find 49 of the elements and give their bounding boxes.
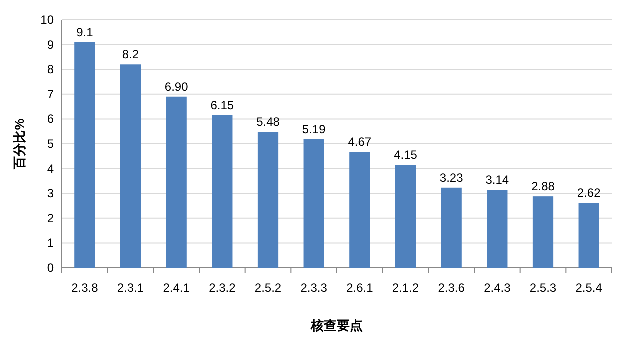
bar xyxy=(212,115,233,268)
y-tick-label: 5 xyxy=(47,137,54,151)
bar xyxy=(532,196,554,268)
bar xyxy=(74,42,96,268)
y-tick-label: 0 xyxy=(47,261,54,275)
data-label: 3.23 xyxy=(440,170,464,185)
x-tick-label: 2.4.1 xyxy=(163,281,190,295)
bar xyxy=(395,165,416,268)
y-tick-label: 1 xyxy=(47,236,54,250)
bar xyxy=(350,152,370,268)
data-label: 5.19 xyxy=(302,122,326,136)
y-tick-label: 2 xyxy=(47,211,54,226)
bar xyxy=(166,96,187,268)
x-tick-label: 2.5.4 xyxy=(576,281,603,295)
x-tick-label: 2.5.3 xyxy=(530,281,557,295)
data-label: 4.15 xyxy=(394,148,418,162)
data-label: 4.67 xyxy=(348,135,372,150)
x-tick-label: 2.3.8 xyxy=(72,281,99,295)
y-tick-label: 9 xyxy=(47,38,54,52)
data-label: 3.14 xyxy=(486,173,510,188)
data-label: 2.62 xyxy=(577,186,602,200)
x-tick-label: 2.3.2 xyxy=(209,281,236,295)
x-axis-title: 核查要点 xyxy=(310,318,363,333)
x-tick-label: 2.6.1 xyxy=(346,281,374,295)
data-label: 8.2 xyxy=(122,48,140,62)
y-tick-label: 8 xyxy=(47,62,54,77)
data-label: 9.1 xyxy=(76,25,94,40)
x-tick-label: 2.4.3 xyxy=(484,281,512,295)
x-tick-label: 2.1.2 xyxy=(392,281,420,295)
bar xyxy=(441,188,462,268)
y-axis-title: 百分比% xyxy=(12,118,27,170)
data-label: 2.88 xyxy=(532,180,556,194)
bar xyxy=(487,190,508,268)
x-tick-label: 2.5.2 xyxy=(254,281,282,295)
y-tick-label: 4 xyxy=(47,162,54,176)
y-tick-label: 7 xyxy=(47,87,54,102)
y-tick-label: 6 xyxy=(47,112,54,126)
data-label: 6.15 xyxy=(210,98,234,112)
x-tick-label: 2.3.1 xyxy=(117,281,144,295)
data-label: 5.48 xyxy=(256,115,280,130)
bar xyxy=(120,64,142,268)
x-tick-label: 2.3.3 xyxy=(300,281,328,295)
data-label: 6.90 xyxy=(164,80,189,94)
y-tick-label: 3 xyxy=(47,186,54,201)
x-tick-label: 2.3.6 xyxy=(438,281,466,295)
y-tick-label: 10 xyxy=(40,13,54,27)
bar xyxy=(304,139,324,268)
bar xyxy=(258,132,279,268)
bar xyxy=(578,203,600,268)
